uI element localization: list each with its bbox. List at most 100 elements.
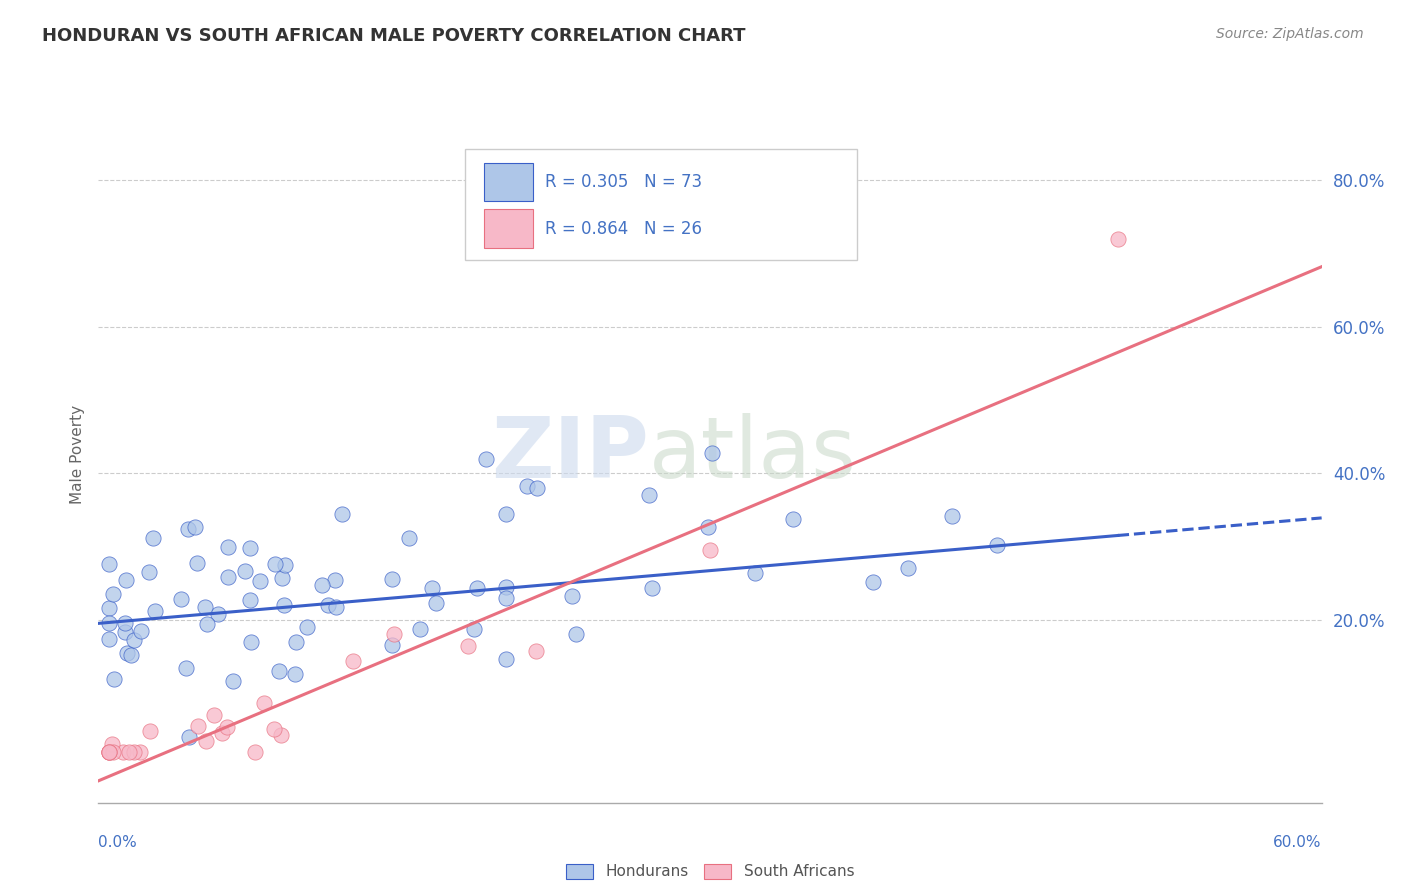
Point <box>381 639 404 653</box>
Point <box>422 582 444 596</box>
Point <box>565 627 588 641</box>
Point <box>267 664 290 678</box>
Point <box>782 512 804 526</box>
Point <box>249 574 271 588</box>
Point <box>311 578 333 592</box>
Point <box>117 646 139 660</box>
Y-axis label: Male Poverty: Male Poverty <box>69 405 84 505</box>
Text: 60.0%: 60.0% <box>1274 836 1322 850</box>
Point <box>239 541 262 556</box>
Point <box>640 581 662 595</box>
FancyBboxPatch shape <box>484 210 533 248</box>
Point <box>97 745 120 759</box>
Point <box>273 599 295 613</box>
Point <box>409 622 432 636</box>
Point <box>398 532 420 546</box>
Point <box>100 738 122 752</box>
Point <box>239 635 262 649</box>
Point <box>271 571 294 585</box>
Point <box>270 728 292 742</box>
Point <box>457 639 479 653</box>
Point <box>318 598 340 612</box>
Point <box>325 600 347 615</box>
Point <box>103 672 125 686</box>
Point <box>97 632 120 646</box>
Point <box>526 481 548 495</box>
Point <box>323 573 346 587</box>
Point <box>129 745 152 759</box>
Point <box>524 643 547 657</box>
Point <box>97 557 120 571</box>
Point <box>233 564 256 578</box>
Point <box>118 745 141 759</box>
Point <box>122 745 145 759</box>
FancyBboxPatch shape <box>465 149 856 260</box>
Point <box>1107 232 1129 246</box>
Point <box>330 508 353 522</box>
Text: ZIP: ZIP <box>491 413 648 497</box>
Point <box>195 617 218 632</box>
Point <box>342 654 364 668</box>
Point <box>211 726 233 740</box>
Point <box>103 745 125 759</box>
Point <box>217 570 239 584</box>
Point <box>252 696 274 710</box>
Point <box>700 446 723 460</box>
Point <box>274 558 297 573</box>
Point <box>97 745 120 759</box>
Text: R = 0.305   N = 73: R = 0.305 N = 73 <box>546 173 702 191</box>
Point <box>941 508 963 523</box>
Point <box>897 561 920 575</box>
Legend: Hondurans, South Africans: Hondurans, South Africans <box>560 857 860 886</box>
Point <box>425 596 447 610</box>
Point <box>120 648 142 662</box>
Point <box>495 652 517 666</box>
Point <box>381 573 404 587</box>
Point <box>187 719 209 733</box>
Point <box>516 479 538 493</box>
Text: HONDURAN VS SOUTH AFRICAN MALE POVERTY CORRELATION CHART: HONDURAN VS SOUTH AFRICAN MALE POVERTY C… <box>42 27 745 45</box>
Point <box>463 622 485 636</box>
Point <box>495 591 517 606</box>
Point <box>495 580 517 594</box>
Point <box>238 593 260 607</box>
Point <box>114 615 136 630</box>
Point <box>101 587 124 601</box>
Point <box>112 745 135 759</box>
Point <box>561 590 583 604</box>
Point <box>115 573 138 587</box>
Text: atlas: atlas <box>648 413 856 497</box>
Point <box>194 733 217 747</box>
Point <box>284 667 307 681</box>
Point <box>465 581 488 595</box>
Point <box>97 600 120 615</box>
Point <box>217 541 239 555</box>
FancyBboxPatch shape <box>484 162 533 201</box>
Point <box>696 519 718 533</box>
Point <box>97 616 120 631</box>
Point <box>284 635 307 649</box>
Point <box>495 507 517 521</box>
Point <box>744 566 766 581</box>
Point <box>143 604 166 618</box>
Point <box>177 522 200 536</box>
Point <box>207 607 229 621</box>
Point <box>97 745 120 759</box>
Point <box>474 451 498 466</box>
Point <box>699 543 721 558</box>
Point <box>138 565 160 579</box>
Point <box>186 557 208 571</box>
Point <box>194 600 217 615</box>
Point <box>263 723 285 737</box>
Point <box>174 661 197 675</box>
Point <box>862 574 884 589</box>
Point <box>139 724 162 739</box>
Point <box>114 625 136 640</box>
Point <box>297 620 319 634</box>
Point <box>142 531 165 545</box>
Point <box>170 591 193 606</box>
Point <box>202 707 225 722</box>
Point <box>129 624 152 639</box>
Point <box>637 488 661 502</box>
Point <box>243 745 266 759</box>
